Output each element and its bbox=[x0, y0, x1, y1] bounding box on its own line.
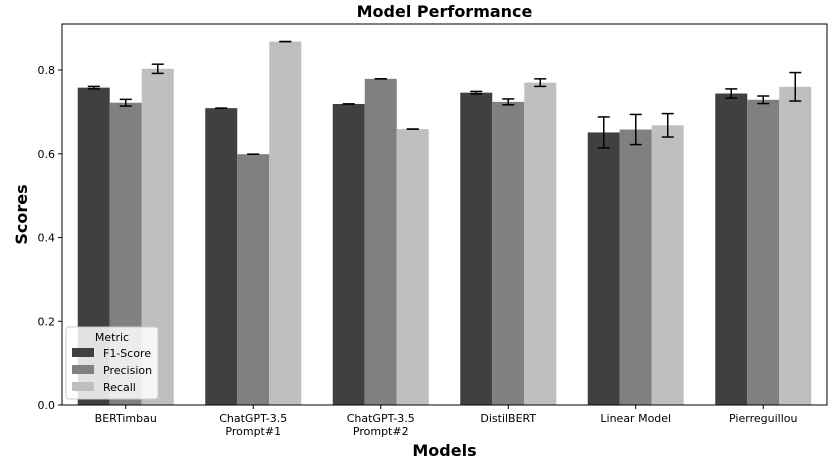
bar-f1-score-1 bbox=[205, 108, 238, 406]
y-tick-label: 0.4 bbox=[38, 232, 56, 245]
legend-swatch-1 bbox=[72, 365, 94, 374]
bar-recall-3 bbox=[524, 82, 557, 405]
x-tick-label: DistilBERT bbox=[480, 412, 536, 425]
y-tick-label: 0.0 bbox=[38, 399, 56, 412]
errorbar-1-3 bbox=[502, 98, 515, 106]
legend-label-2: Recall bbox=[103, 381, 136, 394]
errorbar-1-0 bbox=[119, 98, 132, 107]
x-tick-label: ChatGPT-3.5 Prompt#2 bbox=[347, 412, 415, 438]
errorbar-0-4 bbox=[597, 116, 610, 149]
bar-f1-score-2 bbox=[332, 103, 365, 405]
bar-recall-4 bbox=[651, 125, 684, 406]
x-axis-label: Models bbox=[412, 441, 476, 460]
errorbar-0-3 bbox=[470, 90, 483, 95]
y-ticks: 0.0 0.2 0.4 0.6 0.8 bbox=[38, 64, 62, 412]
errorbar-0-0 bbox=[87, 85, 100, 90]
errorbar-1-5 bbox=[757, 95, 770, 105]
bar-f1-score-3 bbox=[460, 92, 493, 406]
x-tick-label: Pierreguillou bbox=[729, 412, 797, 425]
legend: Metric F1-Score Precision Recall bbox=[65, 326, 159, 400]
errorbar-0-5 bbox=[725, 88, 738, 99]
bar-precision-1 bbox=[237, 154, 270, 405]
bar-recall-1 bbox=[269, 41, 302, 405]
x-tick-label: Linear Model bbox=[600, 412, 671, 425]
legend-box bbox=[65, 326, 159, 400]
errorbar-2-0 bbox=[151, 63, 164, 75]
x-tick-label: ChatGPT-3.5 Prompt#1 bbox=[219, 412, 287, 438]
bar-recall-2 bbox=[396, 129, 429, 406]
bar-precision-2 bbox=[364, 78, 397, 405]
bar-recall-5 bbox=[779, 86, 812, 406]
x-tick-label: BERTimbau bbox=[95, 412, 157, 425]
errorbar-2-4 bbox=[661, 112, 674, 138]
legend-label-0: F1-Score bbox=[103, 347, 151, 360]
y-axis-label: Scores bbox=[12, 184, 31, 244]
bar-precision-5 bbox=[747, 99, 780, 406]
legend-swatch-0 bbox=[72, 348, 94, 357]
legend-swatch-2 bbox=[72, 382, 94, 391]
bar-precision-4 bbox=[619, 129, 652, 405]
x-ticks: BERTimbau ChatGPT-3.5 Prompt#1 ChatGPT-3.5 P… bbox=[95, 405, 797, 438]
bars-group bbox=[77, 41, 812, 406]
bar-precision-3 bbox=[492, 101, 525, 405]
errorbar-1-4 bbox=[629, 113, 642, 146]
errorbars-group bbox=[87, 40, 802, 155]
y-tick-label: 0.8 bbox=[38, 64, 56, 77]
errorbar-2-3 bbox=[534, 78, 547, 88]
bar-f1-score-4 bbox=[587, 132, 620, 405]
chart-title: Model Performance bbox=[357, 2, 533, 21]
legend-title: Metric bbox=[95, 331, 129, 344]
y-tick-label: 0.6 bbox=[38, 148, 56, 161]
plot-frame bbox=[61, 23, 828, 406]
y-tick-label: 0.2 bbox=[38, 315, 56, 328]
bar-f1-score-5 bbox=[715, 93, 748, 405]
errorbar-2-5 bbox=[789, 71, 802, 102]
legend-label-1: Precision bbox=[103, 364, 152, 377]
